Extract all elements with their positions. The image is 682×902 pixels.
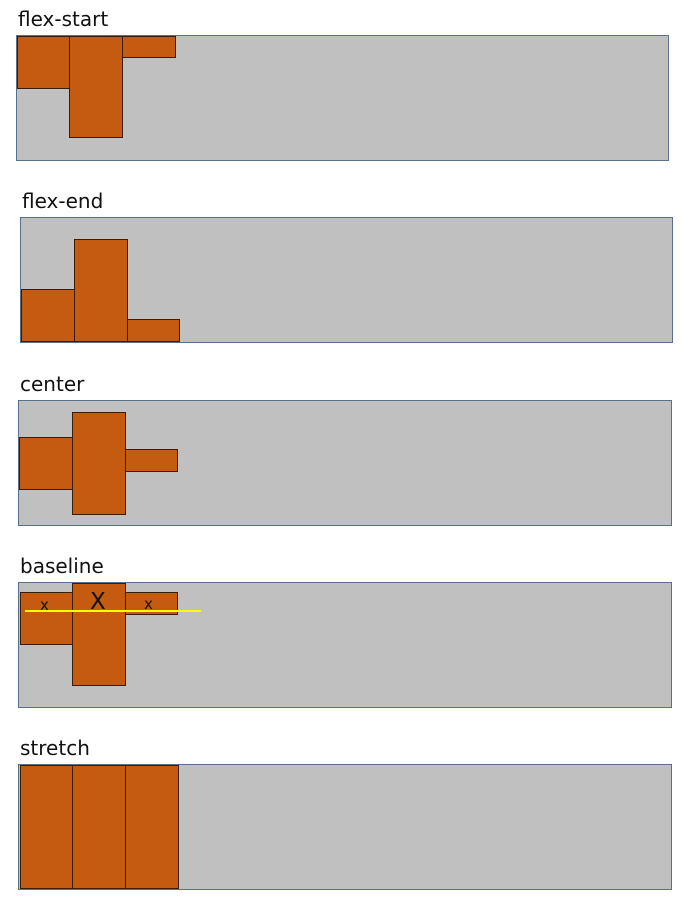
flex-item-2: X <box>72 583 126 686</box>
item-text: x <box>40 596 49 614</box>
flex-item-2 <box>74 239 128 342</box>
flex-item-3 <box>125 449 178 472</box>
section-title: center <box>20 372 85 396</box>
section-title: flex-end <box>22 189 104 213</box>
item-text: x <box>144 595 153 613</box>
flex-item-1 <box>19 437 73 490</box>
flex-item-1 <box>17 36 70 89</box>
section-title: baseline <box>20 554 104 578</box>
flex-container <box>18 764 672 890</box>
item-text: X <box>90 589 106 615</box>
flex-item-1 <box>20 765 74 889</box>
flex-container <box>16 35 669 161</box>
baseline-line <box>25 610 201 612</box>
section-title: stretch <box>20 736 90 760</box>
flex-item-2 <box>72 412 126 515</box>
flex-item-2 <box>69 36 123 138</box>
flex-item-1: x <box>20 592 74 645</box>
flex-container <box>20 217 673 343</box>
flex-item-3: x <box>125 592 178 615</box>
flex-item-2 <box>72 765 126 889</box>
flex-item-3 <box>125 765 179 889</box>
section-title: flex-start <box>18 7 109 31</box>
flex-item-1 <box>21 289 75 342</box>
flex-item-3 <box>122 36 176 58</box>
flex-container <box>18 400 672 526</box>
flex-item-3 <box>127 319 180 342</box>
flex-container: x X x <box>18 582 672 708</box>
